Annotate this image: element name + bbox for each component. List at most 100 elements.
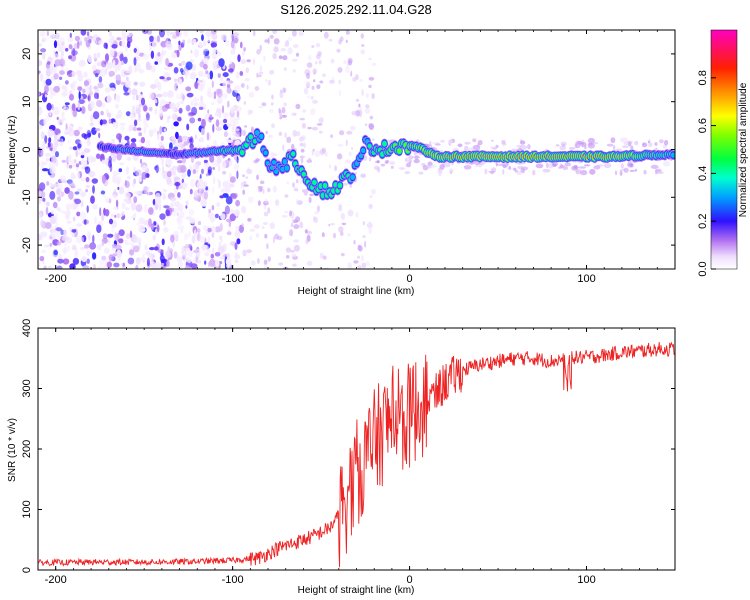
spectrogram-noise-speck — [229, 172, 232, 178]
spectrogram-noise-speck — [105, 174, 110, 180]
spectrogram-noise-speck — [197, 80, 200, 84]
spectrogram-noise-speck — [39, 31, 46, 37]
spectrogram-noise-speck — [75, 163, 80, 168]
spectrogram-noise-speck — [49, 165, 54, 175]
spectrogram-noise-speck — [55, 227, 63, 232]
spectrogram-noise-speck — [78, 91, 81, 100]
spectrogram-noise-speck — [130, 202, 137, 211]
spectrogram-noise-speck — [51, 229, 58, 238]
spectrogram-noise-speck — [158, 202, 162, 212]
spectrogram-noise-speck — [298, 31, 304, 36]
spectrogram-noise-speck — [114, 103, 120, 109]
spectrogram-noise-speck — [159, 125, 163, 135]
spectrogram-noise-speck — [316, 123, 323, 126]
spectrogram-noise-speck — [38, 124, 43, 130]
spectrogram-noise-speck — [316, 205, 320, 213]
spectrogram-noise-speck — [51, 104, 54, 110]
spectrogram-noise-speck — [126, 40, 131, 49]
spectrogram-noise-speck — [148, 207, 154, 215]
spectrogram-noise-speck — [77, 102, 81, 111]
spectrogram-noise-speck — [476, 143, 480, 148]
spectrogram-noise-speck — [273, 46, 279, 53]
spectrogram-noise-speck — [584, 164, 591, 167]
spectrogram-noise-speck — [267, 37, 270, 45]
spectrogram-noise-speck — [212, 186, 215, 195]
snr-y-axis-label: SNR (10 * v/v) — [7, 418, 18, 482]
spectrogram-noise-speck — [226, 122, 232, 127]
spectrogram-noise-speck — [161, 158, 164, 166]
spectrogram-noise-speck — [140, 97, 146, 106]
spectrogram-noise-speck — [192, 249, 200, 254]
spectrogram-noise-speck — [209, 213, 217, 222]
spectrogram-noise-speck — [153, 221, 157, 226]
spectrogram-noise-speck — [112, 194, 117, 199]
spectrogram-noise-speck — [603, 162, 612, 169]
spectrogram-noise-speck — [245, 176, 249, 179]
spectrogram-noise-speck — [76, 223, 82, 227]
spectrogram-noise-speck — [83, 80, 90, 87]
spectrogram-noise-speck — [259, 44, 263, 52]
spectrogram-noise-speck — [405, 162, 412, 168]
spectrogram-noise-speck — [90, 157, 97, 162]
spectrogram-noise-speck — [264, 233, 268, 239]
spectrogram-noise-speck — [648, 142, 653, 148]
spectrogram-ridge-blob — [284, 165, 290, 171]
spectrogram-noise-speck — [287, 47, 293, 55]
spectrogram-noise-speck — [345, 30, 350, 35]
spectrogram-noise-speck — [89, 242, 97, 250]
spectrogram-noise-speck — [619, 170, 623, 176]
spectrogram-ridge-blob — [360, 147, 366, 154]
spectrogram-noise-speck — [283, 87, 286, 94]
spectrogram-noise-speck — [364, 123, 367, 127]
spectrogram-noise-speck — [80, 159, 86, 165]
spectrogram-noise-speck — [380, 163, 386, 167]
spectrogram-noise-speck — [117, 109, 123, 119]
spectrogram-noise-speck — [63, 86, 68, 95]
spectrogram-noise-speck — [189, 188, 193, 195]
spectrogram-noise-speck — [152, 211, 156, 216]
spectrogram-noise-speck — [65, 80, 69, 85]
spectrogram-noise-speck — [154, 99, 158, 104]
spectrogram-noise-speck — [435, 143, 441, 146]
spectrogram-noise-speck — [278, 262, 284, 266]
spectrogram-noise-speck — [80, 154, 85, 159]
spectrogram-noise-speck — [207, 236, 211, 245]
spectrogram-noise-speck — [187, 250, 193, 258]
spectrogram-noise-speck — [148, 106, 153, 112]
spectrogram-noise-speck — [368, 156, 372, 162]
spectrogram-noise-speck — [259, 180, 265, 185]
spectrogram-noise-speck — [40, 231, 48, 238]
spectrogram-noise-speck — [96, 153, 101, 159]
spectrogram-noise-speck — [80, 178, 85, 182]
spectrogram-noise-speck — [220, 213, 226, 220]
spectrogram-noise-speck — [358, 109, 363, 118]
spectrogram-noise-speck — [99, 207, 102, 217]
spectrogram-noise-speck — [463, 165, 472, 170]
x-tick-label: -100 — [222, 273, 244, 285]
spectrogram-noise-speck — [40, 73, 44, 82]
spectrogram-noise-speck — [508, 165, 511, 170]
spectrogram-noise-speck — [105, 53, 109, 62]
spectrogram-noise-speck — [169, 31, 177, 36]
spectrogram-noise-speck — [106, 94, 112, 104]
spectrogram-noise-speck — [84, 244, 90, 249]
spectrogram-noise-speck — [89, 122, 94, 126]
spectrogram-noise-speck — [160, 259, 166, 263]
spectrogram-noise-speck — [143, 105, 148, 112]
spectrogram-noise-speck — [71, 232, 75, 238]
spectrogram-noise-speck — [629, 169, 635, 172]
spectrogram-noise-speck — [86, 258, 90, 264]
spectrogram-noise-speck — [77, 143, 82, 149]
spectrogram-noise-speck — [175, 30, 180, 37]
spectrogram-noise-speck — [171, 125, 174, 130]
spectrogram-noise-speck — [178, 63, 182, 67]
spectrogram-noise-speck — [129, 249, 135, 256]
spectrogram-noise-speck — [86, 31, 90, 37]
spectrogram-noise-speck — [272, 52, 277, 60]
spectrogram-noise-speck — [314, 211, 319, 215]
spectrogram-noise-speck — [42, 51, 46, 60]
spectrogram-noise-speck — [153, 36, 157, 42]
spectrogram-noise-speck — [156, 224, 160, 233]
spectrogram-noise-speck — [160, 135, 164, 141]
spectrogram-noise-speck — [234, 230, 241, 238]
